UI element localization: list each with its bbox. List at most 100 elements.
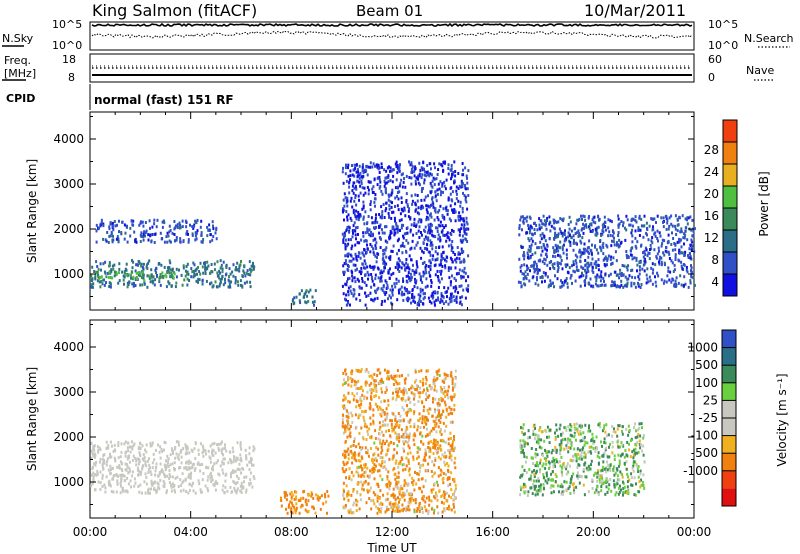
power-cell (212, 235, 215, 238)
velocity-cell (375, 389, 378, 393)
power-cell (398, 291, 400, 295)
power-cell (384, 266, 386, 270)
power-cell (556, 263, 559, 267)
power-cell (668, 224, 671, 228)
power-cell (293, 296, 296, 300)
power-cell (539, 233, 542, 237)
velocity-cell (570, 475, 573, 478)
power-cell (422, 205, 425, 209)
power-cell (346, 196, 349, 200)
power-cell (460, 276, 463, 280)
power-cell (579, 284, 582, 288)
velocity-cell (324, 492, 326, 496)
power-cell (449, 266, 452, 270)
velocity-cell (344, 503, 347, 507)
power-cell (94, 273, 97, 277)
power-cell (120, 231, 123, 234)
power-cell (416, 303, 419, 307)
velocity-cell (364, 369, 367, 373)
power-cell (671, 261, 674, 265)
power-cell (659, 234, 662, 238)
velocity-cell (188, 451, 191, 455)
power-cell (194, 220, 197, 224)
power-cell (123, 223, 126, 227)
power-cell (358, 270, 361, 274)
power-cell (360, 272, 362, 276)
velocity-cell (319, 507, 322, 511)
power-cell (434, 235, 437, 239)
power-cell (550, 260, 553, 263)
power-cell (459, 204, 462, 208)
power-cell (358, 213, 361, 217)
power-cell (163, 265, 166, 269)
velocity-cell (424, 434, 427, 438)
power-cell (378, 171, 381, 174)
velocity-cell (362, 463, 365, 467)
velocity-cell (97, 480, 100, 484)
power-cell (352, 208, 355, 212)
velocity-cell (376, 494, 379, 498)
power-cell (365, 239, 368, 243)
power-cell (213, 262, 216, 266)
velocity-cell (410, 386, 413, 390)
power-cell (438, 162, 441, 166)
velocity-cell (378, 405, 381, 409)
velocity-cell (364, 446, 367, 450)
velocity-cell (154, 469, 157, 473)
power-cell (139, 283, 142, 287)
beam-title: Beam 01 (356, 2, 423, 20)
power-cell (683, 242, 685, 246)
power-cell (202, 271, 205, 275)
power-cell (449, 296, 452, 300)
nsky-tick-top: 10^5 (52, 18, 82, 31)
power-cell (416, 286, 419, 290)
velocity-cell (105, 475, 108, 479)
velocity-cell (552, 490, 555, 494)
velocity-cell (428, 498, 431, 502)
power-cell (663, 253, 666, 257)
power-cell (444, 266, 447, 270)
power-cell (352, 263, 355, 267)
velocity-cell (418, 412, 421, 416)
power-cell (443, 180, 446, 184)
velocity-cell (413, 397, 415, 401)
velocity-cell (368, 427, 371, 431)
power-cell (460, 303, 463, 307)
velocity-cell (284, 493, 286, 497)
velocity-cell (356, 491, 359, 495)
velocity-cell (99, 481, 102, 485)
power-cell (422, 270, 425, 274)
power-cell (577, 268, 580, 272)
power-cell (567, 223, 570, 226)
power-cell (90, 285, 93, 289)
power-cell (384, 187, 387, 191)
power-cell (159, 273, 162, 277)
power-cell (580, 253, 583, 256)
power-cell (405, 232, 408, 235)
velocity-cell (613, 427, 615, 431)
power-cell (453, 211, 456, 214)
power-cell (418, 174, 421, 178)
power-cell (647, 280, 650, 284)
velocity-cell (244, 448, 247, 452)
power-cell (381, 271, 384, 275)
velocity-cell (232, 460, 235, 464)
velocity-cell (364, 465, 367, 469)
velocity-cell (396, 369, 399, 373)
power-cell (643, 269, 646, 273)
power-cell (597, 268, 600, 272)
velocity-cell (381, 456, 384, 460)
velocity-cell (211, 465, 214, 468)
velocity-cell (405, 435, 408, 439)
power-cell (437, 182, 440, 186)
power-cell (631, 224, 634, 228)
velocity-cell (225, 449, 228, 453)
velocity-cell (365, 438, 368, 441)
velocity-cell (375, 446, 378, 450)
power-cell (631, 257, 634, 261)
power-cell (631, 275, 634, 279)
power-cell (466, 176, 468, 180)
velocity-cell (216, 482, 219, 485)
power-cell (657, 246, 660, 250)
power-cell (395, 178, 398, 182)
